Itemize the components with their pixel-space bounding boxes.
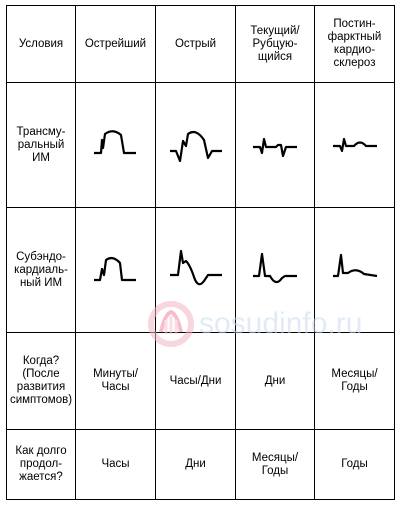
header-hyperacute: Острейший [75, 5, 156, 83]
row-label-duration: Как долго продол- жается? [6, 429, 76, 500]
ecg-subendo-healing [235, 207, 315, 333]
ecg-transmural-chronic [314, 82, 395, 208]
header-postinfarct: Постин- фарктный кардио- склероз [314, 5, 395, 83]
ecg-transmural-hyperacute [75, 82, 156, 208]
row-label-when: Когда? (После развития симптомов) [6, 332, 76, 430]
ecg-trace-icon [169, 130, 222, 163]
ecg-trace-icon [93, 256, 136, 282]
when-hyperacute: Минуты/ Часы [75, 332, 156, 430]
ecg-trace-icon [253, 137, 297, 158]
header-conditions: Условия [6, 5, 76, 83]
header-acute: Острый [155, 5, 236, 83]
ecg-trace-icon [332, 253, 377, 278]
duration-postinfarct: Годы [314, 429, 395, 500]
duration-hyperacute: Часы [75, 429, 156, 500]
row-label-subendocardial: Субэндо- кардиаль- ный ИМ [6, 207, 76, 333]
ecg-subendo-chronic [314, 207, 395, 333]
when-postinfarct: Месяцы/ Годы [314, 332, 395, 430]
header-healing: Текущий/ Рубцую- щийся [235, 5, 315, 83]
when-acute: Часы/Дни [155, 332, 236, 430]
ecg-transmural-acute [155, 82, 236, 208]
ecg-trace-icon [93, 130, 136, 155]
ecg-trace-icon [332, 137, 377, 153]
duration-acute: Дни [155, 429, 236, 500]
ecg-subendo-acute [155, 207, 236, 333]
when-healing: Дни [235, 332, 315, 430]
row-label-transmural: Трансму- ральный ИМ [6, 82, 76, 208]
ecg-transmural-healing [235, 82, 315, 208]
duration-healing: Месяцы/ Годы [235, 429, 315, 500]
ecg-subendo-hyperacute [75, 207, 156, 333]
ecg-trace-icon [253, 252, 297, 284]
ecg-trace-icon [169, 249, 222, 286]
